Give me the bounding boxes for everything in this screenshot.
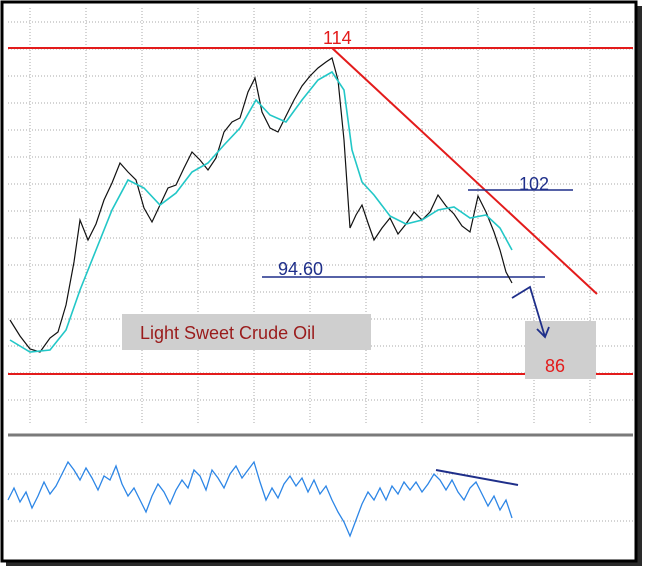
title-box <box>122 314 371 350</box>
label-114: 114 <box>323 28 352 48</box>
target-arrowhead <box>536 326 550 339</box>
target-arrow <box>511 285 546 338</box>
oscillator-line <box>7 460 513 538</box>
trendline <box>331 47 598 295</box>
chart-title: Light Sweet Crude Oil <box>140 323 315 343</box>
outer-frame <box>0 0 638 563</box>
label-102: 102 <box>519 174 549 194</box>
target-box <box>525 321 596 379</box>
grid-layer <box>8 8 633 522</box>
price-line <box>9 57 513 353</box>
label-94-60: 94.60 <box>278 259 323 279</box>
oscillator-trendline <box>435 469 519 486</box>
moving-average-line <box>9 70 513 353</box>
label-86: 86 <box>545 356 565 376</box>
